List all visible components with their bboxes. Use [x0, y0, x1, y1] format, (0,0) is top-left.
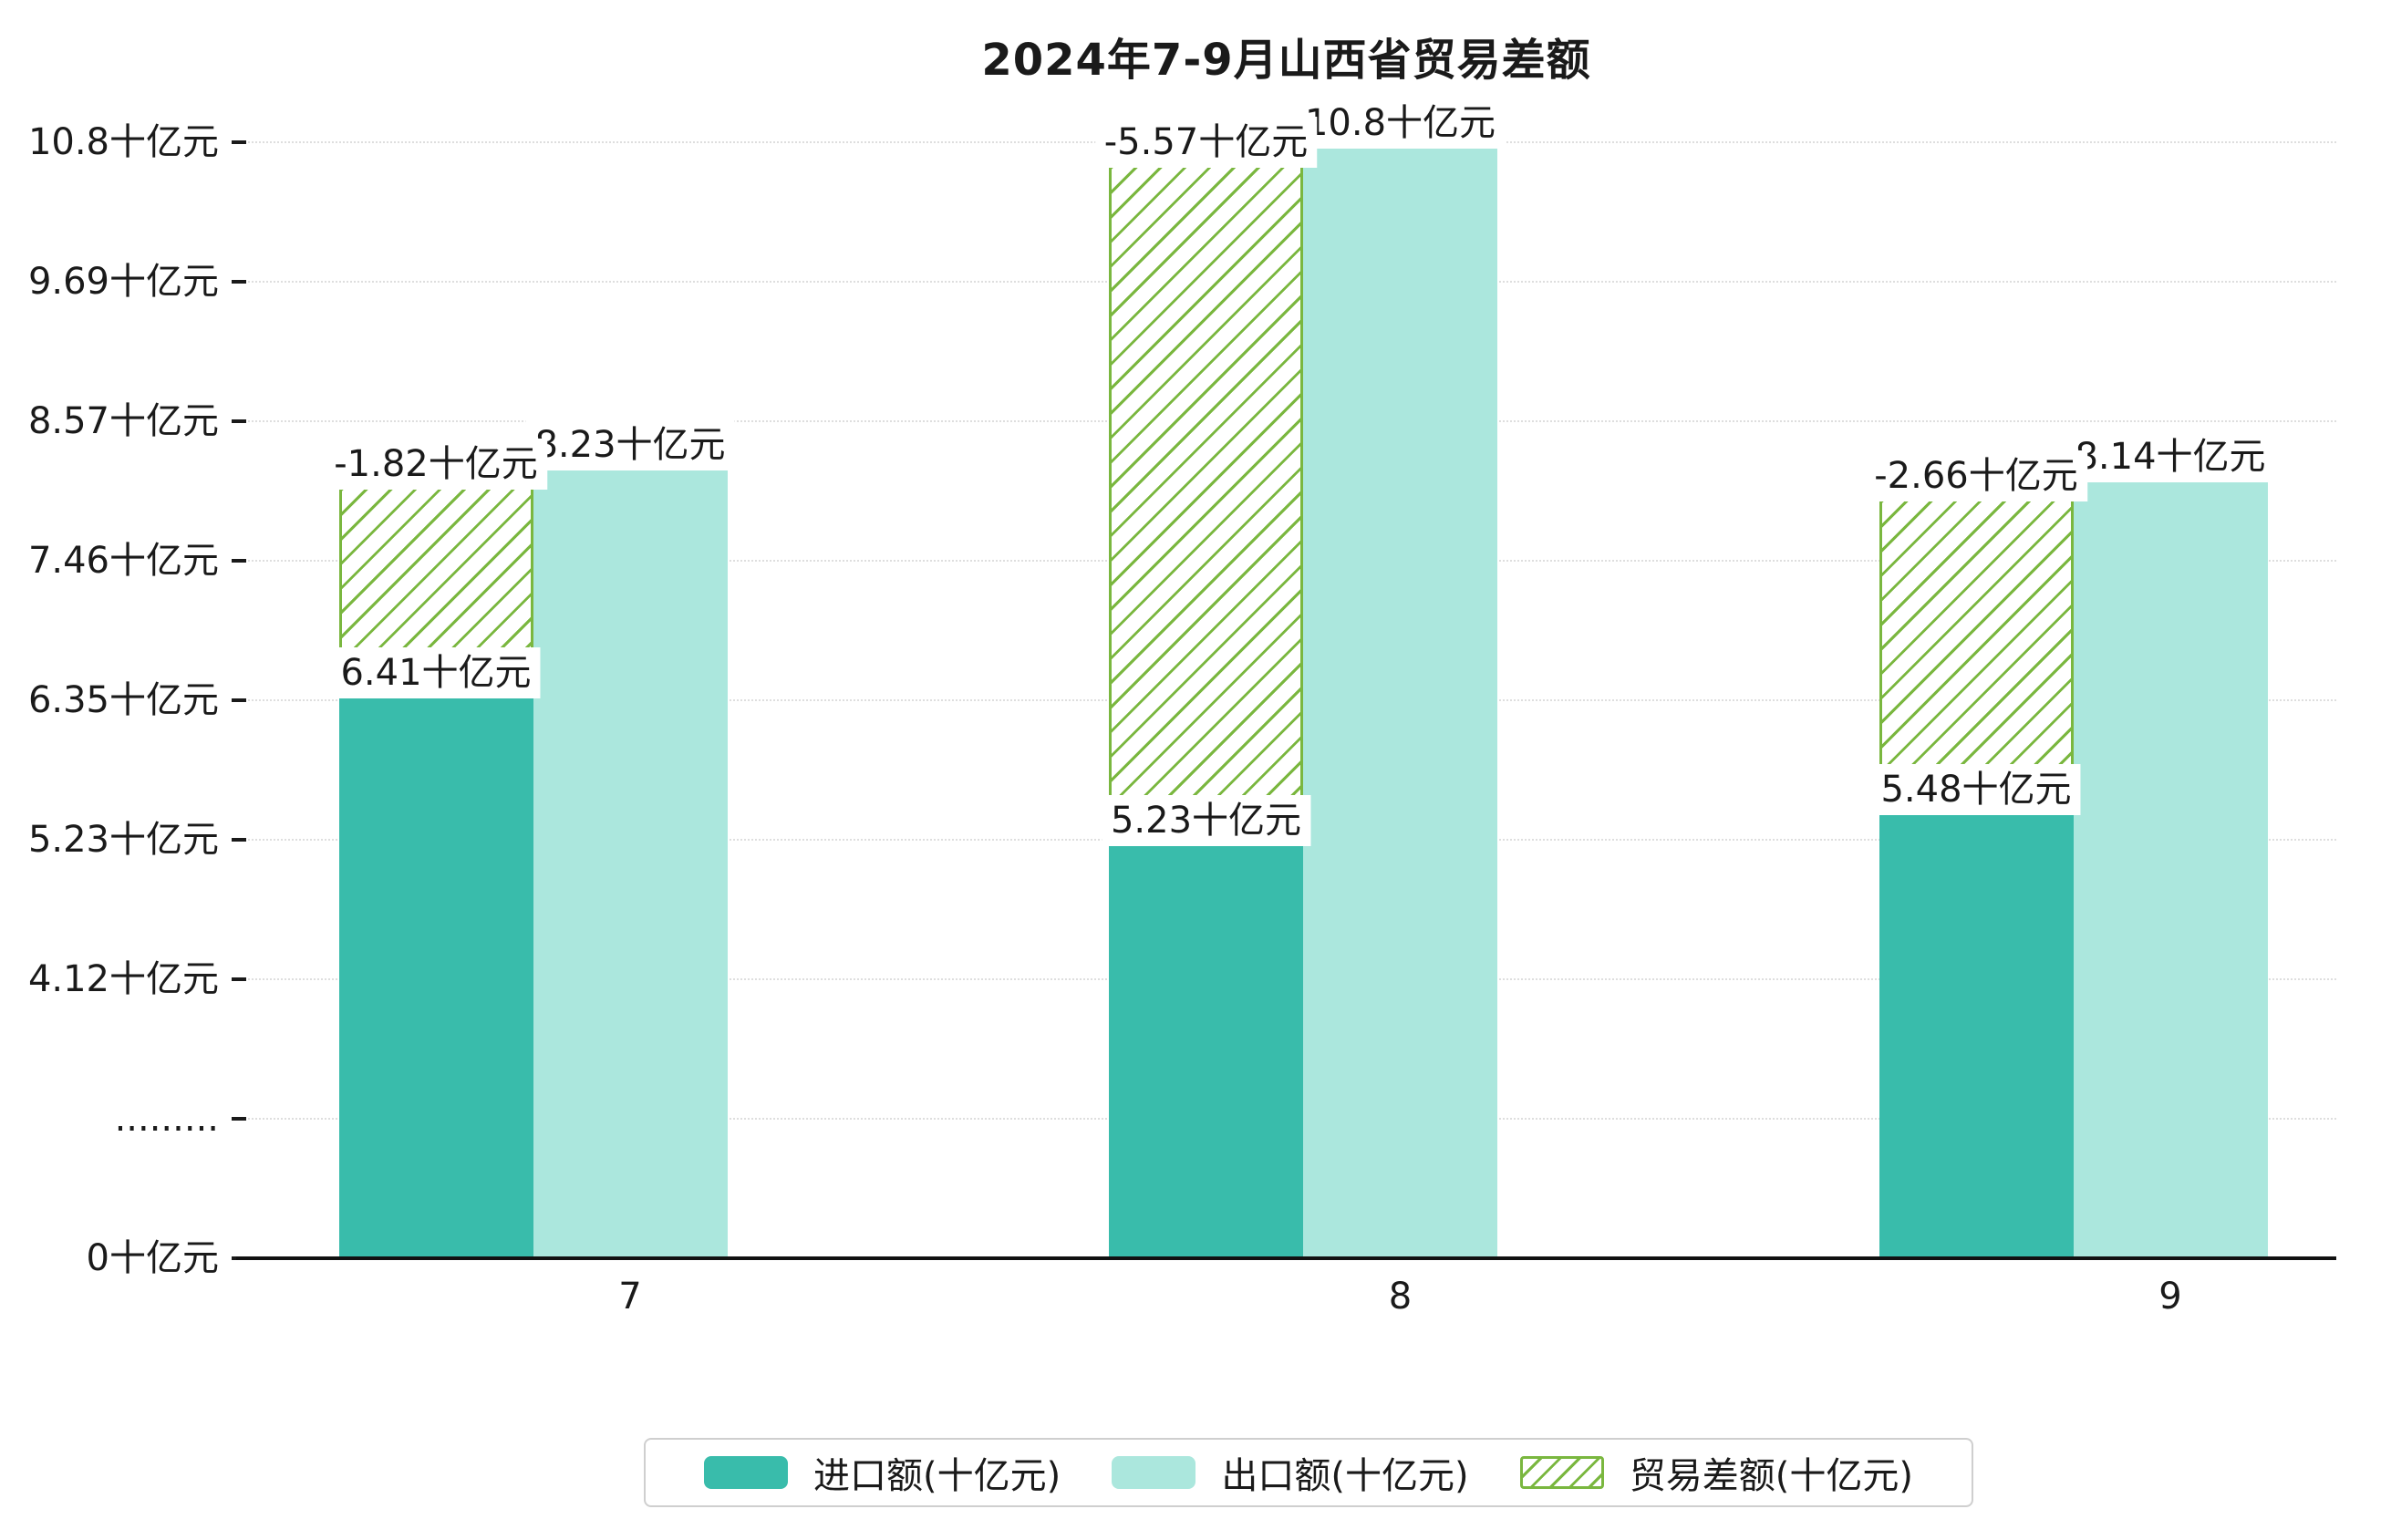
trade-balance-bar	[1879, 475, 2074, 810]
import-swatch-icon	[704, 1456, 788, 1489]
chart-title: 2024年7-9月山西省贸易差额	[981, 35, 1591, 86]
import-value-label: 6.41十亿元	[331, 647, 541, 699]
legend-item-export: 出口额(十亿元)	[1112, 1446, 1469, 1499]
export-value-label: 8.23十亿元	[525, 419, 735, 471]
import-value-label: 5.48十亿元	[1871, 764, 2081, 816]
export-value-label: 10.8十亿元	[1295, 98, 1506, 149]
y-axis-tick-mark	[232, 559, 246, 563]
import-bar	[1109, 840, 1303, 1258]
trade-balance-hatch-swatch-icon	[1519, 1456, 1604, 1489]
y-axis-tick-label: 8.57十亿元	[27, 400, 219, 442]
y-axis-tick-mark	[232, 698, 246, 702]
y-axis-tick-mark	[232, 280, 246, 284]
trade-balance-value-label: -5.57十亿元	[1094, 117, 1318, 168]
import-bar	[1879, 809, 2074, 1258]
legend: 进口额(十亿元) 出口额(十亿元) 贸易差额(十亿元)	[644, 1438, 1973, 1507]
legend-label-import: 进口额(十亿元)	[813, 1455, 1061, 1497]
y-axis-tick-mark	[232, 977, 246, 981]
y-axis-tick-label: 4.12十亿元	[27, 958, 219, 1000]
trade-balance-value-label: -2.66十亿元	[1865, 450, 2087, 501]
y-axis-tick-label: 0十亿元	[86, 1237, 219, 1279]
y-axis-tick-mark	[232, 838, 246, 842]
legend-item-trade-balance: 贸易差额(十亿元)	[1519, 1446, 1913, 1499]
x-axis-line	[236, 1256, 2336, 1260]
y-axis-tick-label: 10.8十亿元	[27, 121, 219, 163]
export-value-label: 8.14十亿元	[2065, 430, 2275, 482]
y-axis-tick-mark	[232, 1117, 246, 1121]
x-axis-tick-label: 8	[1388, 1276, 1413, 1318]
y-axis-tick-label: 9.69十亿元	[27, 261, 219, 303]
y-axis-tick-label: .........	[114, 1098, 219, 1140]
legend-item-import: 进口额(十亿元)	[704, 1446, 1061, 1499]
y-axis-tick-label: 5.23十亿元	[27, 819, 219, 861]
trade-balance-value-label: -1.82十亿元	[325, 439, 547, 491]
import-bar	[338, 692, 533, 1258]
import-value-label: 5.23十亿元	[1101, 795, 1311, 847]
y-axis-tick-mark	[232, 419, 246, 423]
x-axis-tick-label: 9	[2158, 1276, 2182, 1318]
export-bar	[1303, 142, 1497, 1258]
legend-label-trade-balance: 贸易差额(十亿元)	[1629, 1455, 1913, 1497]
trade-balance-bar	[1109, 142, 1303, 841]
export-bar	[533, 464, 728, 1258]
export-bar	[2073, 475, 2268, 1258]
y-axis-tick-label: 6.35十亿元	[27, 679, 219, 721]
export-swatch-icon	[1112, 1456, 1196, 1489]
x-axis-tick-label: 7	[618, 1276, 642, 1318]
y-axis-tick-mark	[232, 140, 246, 144]
legend-label-export: 出口额(十亿元)	[1221, 1455, 1469, 1497]
y-axis-tick-label: 7.46十亿元	[27, 540, 219, 582]
